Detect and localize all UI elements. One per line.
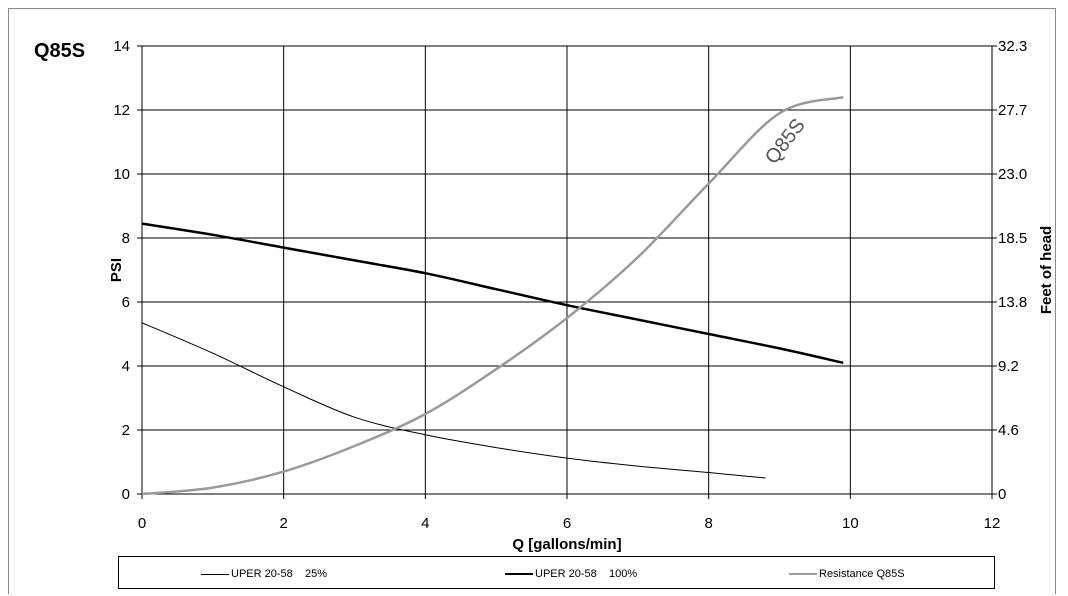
chart-frame (8, 8, 1056, 594)
series-line-2 (141, 95, 844, 496)
legend-item: UPER 20-58 25% (201, 567, 327, 581)
y-tick-label: 10 (113, 166, 130, 183)
y2-tick-label: 27.7 (998, 102, 1027, 119)
legend: UPER 20-58 25% UPER 20-58 100% Resistance … (118, 556, 995, 589)
series-line-1 (141, 222, 844, 365)
y-tick-label: 4 (122, 358, 130, 375)
series-line-0 (141, 322, 766, 479)
y-tick-label: 8 (122, 230, 130, 247)
y2-axis-label: Feet of head (1038, 226, 1055, 314)
x-axis-label: Q [gallons/min] (512, 536, 621, 553)
y-axis-label: PSI (108, 258, 125, 282)
y-tick-label: 12 (113, 102, 130, 119)
x-tick-label: 12 (984, 515, 1001, 532)
y2-tick-label: 13.8 (998, 294, 1027, 311)
legend-label: UPER 20-58 25% (231, 568, 327, 580)
x-tick-label: 2 (279, 515, 287, 532)
y-tick-label: 14 (113, 38, 130, 55)
x-tick-label: 4 (421, 515, 429, 532)
y2-tick-label: 18.5 (998, 230, 1027, 247)
x-tick-label: 8 (704, 515, 712, 532)
y2-tick-label: 4.6 (998, 422, 1019, 439)
legend-item: UPER 20-58 100% (505, 567, 637, 581)
x-tick-label: 6 (563, 515, 571, 532)
legend-swatch (201, 573, 229, 575)
y2-tick-label: 0 (998, 486, 1006, 503)
legend-swatch (789, 573, 817, 575)
legend-label: UPER 20-58 100% (535, 568, 638, 580)
chart-title: Q85S (34, 40, 86, 62)
y-tick-label: 2 (122, 422, 130, 439)
y2-tick-label: 23.0 (998, 166, 1027, 183)
y-tick-label: 6 (122, 294, 130, 311)
legend-swatch (505, 573, 533, 575)
legend-label: Resistance Q85S (819, 568, 905, 580)
x-tick-label: 10 (842, 515, 859, 532)
y2-tick-label: 9.2 (998, 358, 1019, 375)
legend-item: Resistance Q85S (789, 567, 905, 581)
y2-tick-label: 32.3 (998, 38, 1027, 55)
x-tick-label: 0 (138, 515, 146, 532)
y-tick-label: 0 (122, 486, 130, 503)
